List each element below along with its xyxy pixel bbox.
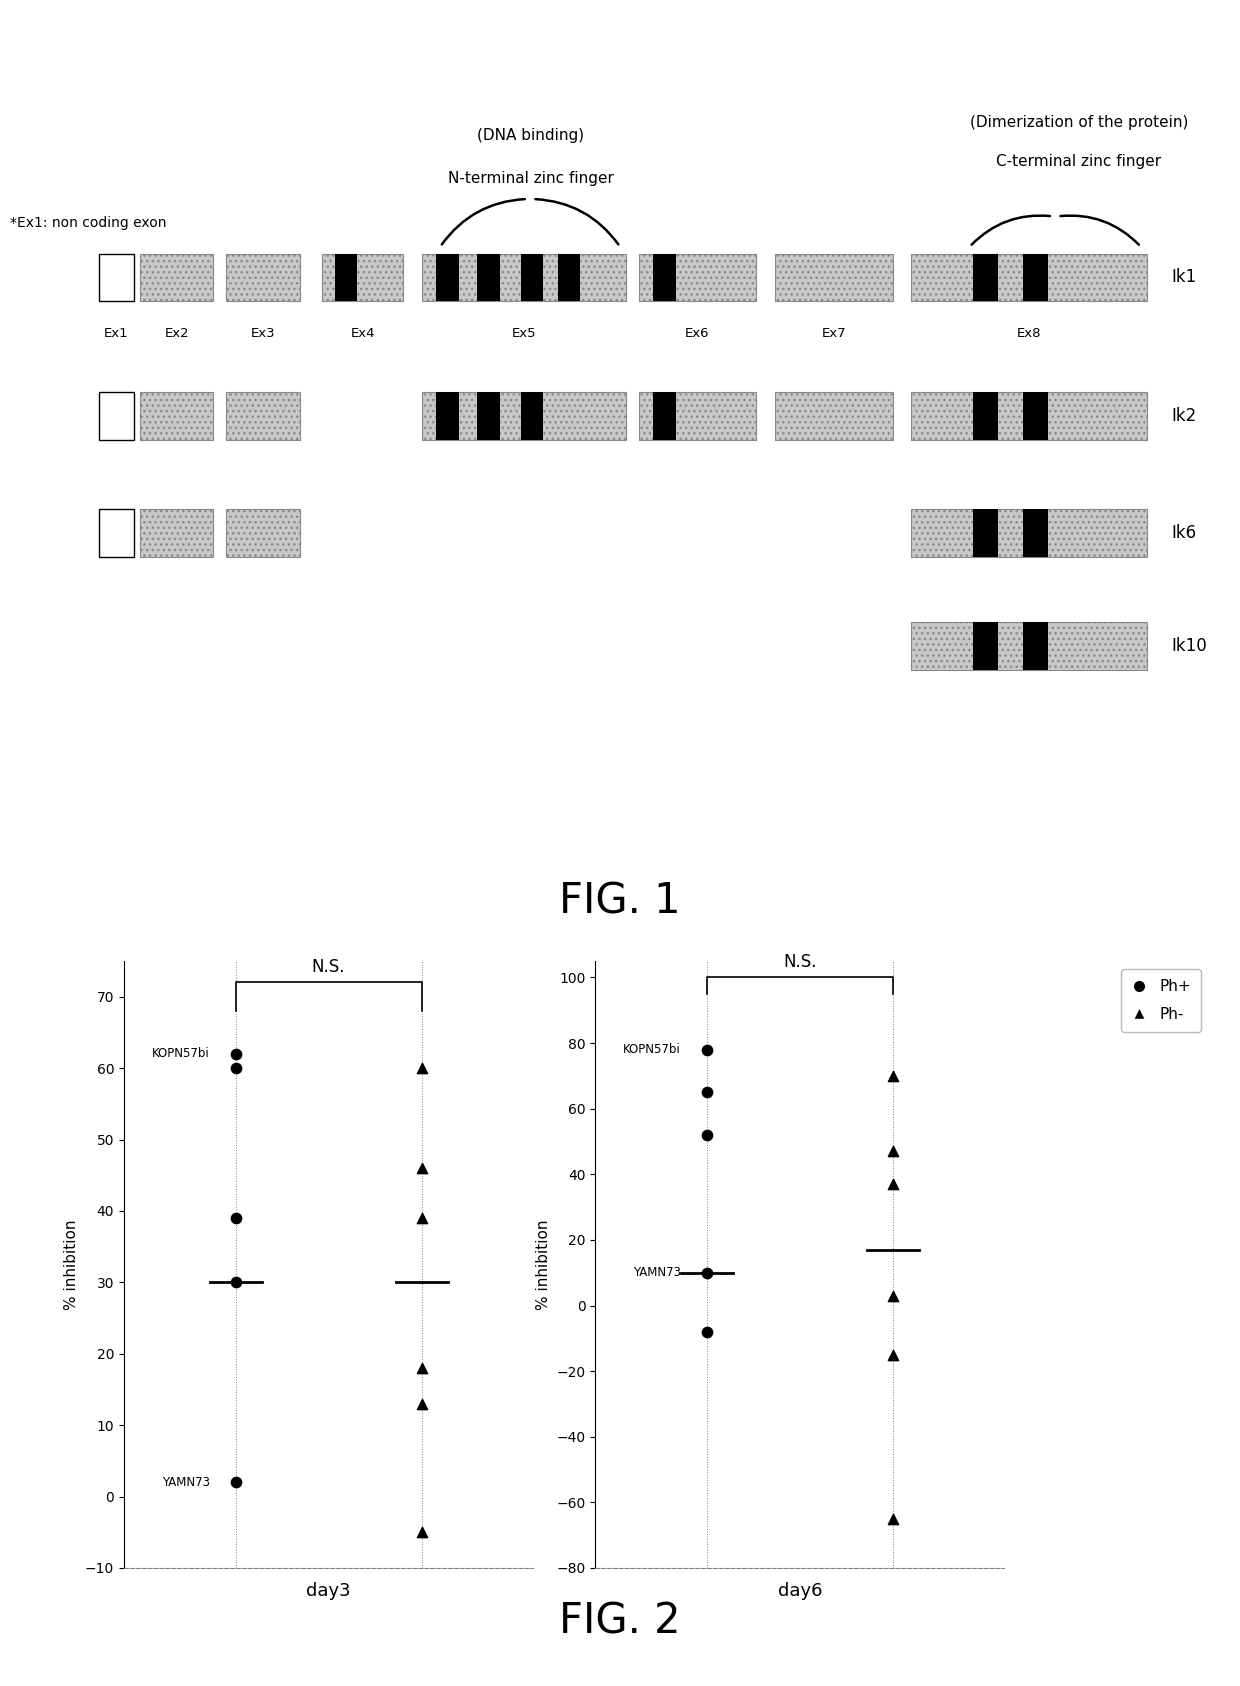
Point <box>412 1391 432 1418</box>
Text: Ex8: Ex8 <box>1017 327 1042 341</box>
Bar <box>1023 253 1048 302</box>
Point <box>412 1055 432 1082</box>
Point <box>412 1155 432 1182</box>
Bar <box>477 253 500 302</box>
Bar <box>422 253 626 302</box>
Bar <box>140 393 213 440</box>
Text: Ex3: Ex3 <box>250 327 275 341</box>
Bar <box>226 253 300 302</box>
Bar <box>322 253 403 302</box>
Bar <box>521 393 543 440</box>
Point <box>697 1037 717 1064</box>
Text: Ik2: Ik2 <box>1172 408 1197 425</box>
Bar <box>140 509 213 556</box>
Text: YAMN73: YAMN73 <box>161 1475 210 1489</box>
Text: FIG. 2: FIG. 2 <box>559 1600 681 1642</box>
Text: Ik6: Ik6 <box>1172 524 1197 543</box>
Bar <box>558 253 580 302</box>
Point <box>883 1170 903 1197</box>
Text: Ex5: Ex5 <box>512 327 536 341</box>
Text: Ex7: Ex7 <box>822 327 846 341</box>
Point <box>226 1469 246 1495</box>
Bar <box>653 253 676 302</box>
Text: Ik10: Ik10 <box>1172 637 1208 654</box>
Point <box>697 1259 717 1286</box>
Text: C-terminal zinc finger: C-terminal zinc finger <box>996 153 1162 169</box>
Point <box>697 1121 717 1148</box>
Text: Ex1: Ex1 <box>104 327 129 341</box>
Point <box>883 1506 903 1533</box>
Text: FIG. 1: FIG. 1 <box>559 880 681 922</box>
Point <box>883 1281 903 1308</box>
Bar <box>436 393 459 440</box>
Bar <box>99 253 134 302</box>
Bar <box>911 509 1147 556</box>
Point <box>226 1204 246 1231</box>
Bar <box>436 253 459 302</box>
Bar <box>653 393 676 440</box>
Point <box>412 1519 432 1546</box>
Bar <box>973 253 998 302</box>
Text: N.S.: N.S. <box>311 958 346 976</box>
Bar <box>911 622 1147 669</box>
Bar <box>99 509 134 556</box>
Bar <box>226 393 300 440</box>
Bar <box>911 393 1147 440</box>
Text: YAMN73: YAMN73 <box>632 1266 681 1280</box>
Y-axis label: % inhibition: % inhibition <box>64 1219 79 1310</box>
Bar <box>639 393 756 440</box>
Legend: Ph+, Ph-: Ph+, Ph- <box>1121 969 1202 1032</box>
Bar <box>775 253 893 302</box>
Text: Ex6: Ex6 <box>686 327 709 341</box>
X-axis label: day6: day6 <box>777 1581 822 1600</box>
Point <box>412 1204 432 1231</box>
Bar <box>1023 509 1048 556</box>
Text: Ex4: Ex4 <box>351 327 374 341</box>
Point <box>883 1062 903 1089</box>
Bar <box>973 509 998 556</box>
Bar <box>335 253 357 302</box>
Point <box>226 1270 246 1297</box>
Bar <box>973 622 998 669</box>
Text: Ex2: Ex2 <box>165 327 188 341</box>
Bar <box>140 253 213 302</box>
Bar <box>1023 393 1048 440</box>
Bar <box>99 393 134 440</box>
Bar <box>1023 622 1048 669</box>
Bar <box>521 253 543 302</box>
X-axis label: day3: day3 <box>306 1581 351 1600</box>
Bar <box>477 393 500 440</box>
Y-axis label: % inhibition: % inhibition <box>536 1219 551 1310</box>
Text: N.S.: N.S. <box>782 953 817 971</box>
Point <box>226 1040 246 1067</box>
Text: KOPN57bi: KOPN57bi <box>622 1044 681 1055</box>
Point <box>883 1138 903 1165</box>
Text: (DNA binding): (DNA binding) <box>477 128 584 143</box>
Point <box>412 1354 432 1381</box>
Bar <box>422 393 626 440</box>
Text: N-terminal zinc finger: N-terminal zinc finger <box>448 170 614 185</box>
Text: (Dimerization of the protein): (Dimerization of the protein) <box>970 115 1188 130</box>
Bar <box>226 509 300 556</box>
Text: Ik1: Ik1 <box>1172 268 1197 287</box>
Point <box>226 1055 246 1082</box>
Point <box>883 1342 903 1369</box>
Text: KOPN57bi: KOPN57bi <box>151 1047 210 1060</box>
Bar <box>911 253 1147 302</box>
Bar <box>639 253 756 302</box>
Point <box>697 1079 717 1106</box>
Bar <box>775 393 893 440</box>
Point <box>697 1318 717 1345</box>
Bar <box>973 393 998 440</box>
Text: *Ex1: non coding exon: *Ex1: non coding exon <box>10 216 166 229</box>
